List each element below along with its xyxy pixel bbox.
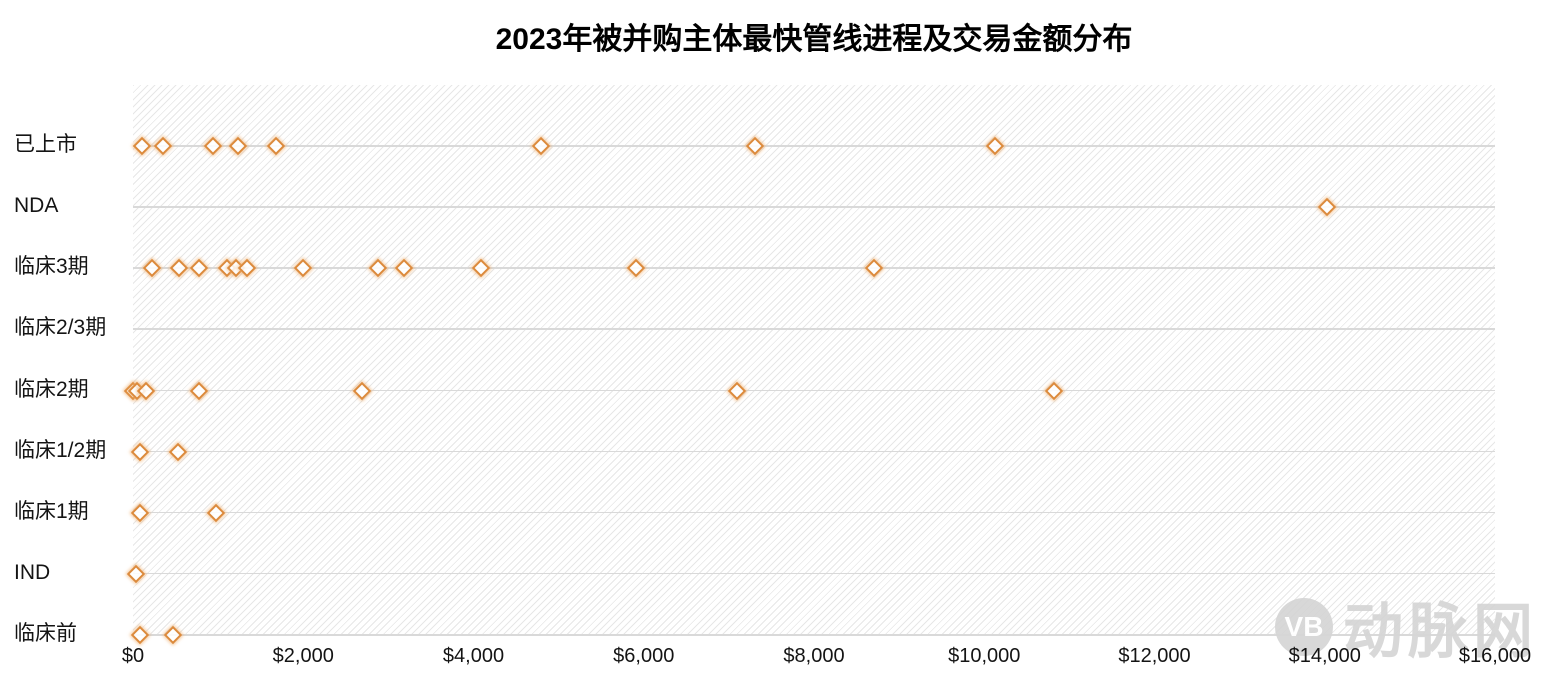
y-axis-label: IND [14, 560, 51, 584]
data-point [352, 381, 372, 400]
gridline [133, 145, 1495, 147]
data-point [1318, 198, 1337, 217]
data-point [190, 381, 209, 400]
data-point [471, 259, 491, 278]
gridline [133, 634, 1495, 636]
data-point [153, 136, 172, 156]
data-point [531, 136, 550, 156]
data-point [864, 259, 883, 278]
gridline [133, 450, 1495, 453]
y-axis-label: 临床1/2期 [14, 438, 107, 462]
data-point [163, 625, 183, 645]
y-axis-label: 临床2/3期 [14, 316, 107, 340]
y-axis-label: 临床前 [14, 622, 77, 645]
x-axis-label: $2,000 [272, 645, 334, 667]
chart-title: 2023年被并购主体最快管线进程及交易金额分布 [495, 23, 1133, 56]
data-point [142, 259, 161, 278]
x-axis-label: $16,000 [1458, 645, 1532, 667]
gridline [133, 328, 1495, 330]
data-point [126, 564, 145, 584]
data-point [368, 259, 388, 278]
data-point [237, 259, 257, 278]
data-point [986, 136, 1005, 156]
y-axis-label: NDA [14, 194, 59, 218]
plot-area [123, 85, 1495, 645]
data-point [130, 625, 149, 645]
x-axis-label: $10,000 [948, 645, 1021, 667]
gridline [133, 572, 1495, 575]
data-point [130, 503, 149, 522]
data-point [1044, 381, 1064, 400]
data-point [168, 442, 188, 461]
x-axis-label: $0 [121, 645, 145, 667]
x-axis-label: $4,000 [442, 645, 505, 667]
gridline [133, 389, 1495, 392]
y-axis-label: 已上市 [14, 133, 77, 157]
data-point [746, 136, 765, 156]
y-axis-label: 临床2期 [14, 377, 89, 401]
y-axis-label: 临床1期 [14, 499, 89, 523]
x-axis-label: $6,000 [613, 645, 675, 667]
data-point [203, 136, 223, 156]
x-axis-label: $14,000 [1288, 645, 1361, 667]
gridline [133, 206, 1495, 208]
data-point [728, 381, 747, 400]
data-point [130, 442, 149, 461]
data-point [169, 259, 189, 278]
data-point [394, 259, 413, 278]
x-axis-label: $8,000 [783, 645, 845, 667]
data-point [228, 136, 247, 156]
data-point [207, 503, 226, 522]
gridline [133, 267, 1495, 269]
data-point [190, 259, 209, 278]
data-point [133, 136, 152, 156]
data-point [294, 259, 313, 278]
data-point [266, 136, 286, 156]
x-axis-label: $12,000 [1118, 645, 1191, 667]
y-axis-label: 临床3期 [14, 255, 89, 279]
gridline [133, 511, 1495, 514]
data-point [626, 259, 646, 278]
